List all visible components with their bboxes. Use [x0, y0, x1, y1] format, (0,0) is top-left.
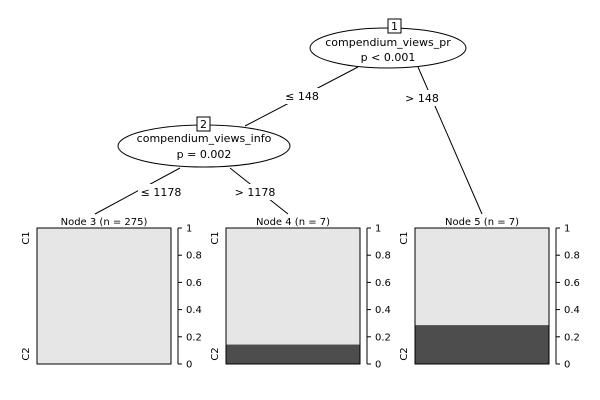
- node-variable-label: compendium_views_pr: [325, 36, 451, 49]
- bar-c1: [37, 228, 171, 364]
- y-tick-label: 0.8: [564, 251, 580, 262]
- tree-node-1: compendium_views_pr p < 0.001 1: [309, 18, 467, 69]
- class-label-c2: C2: [399, 347, 410, 360]
- edge-label-1-2: ≤ 148: [282, 88, 322, 104]
- y-tick-label: 0.6: [564, 278, 580, 289]
- edge-label-text: > 148: [405, 92, 439, 105]
- class-label-c1: C1: [21, 231, 32, 244]
- panel-title: Node 4 (n = 7): [256, 217, 330, 228]
- terminal-node-5: Node 5 (n = 7) 0 0.2 0.4 0.6 0.8 1 C1 C2: [399, 217, 580, 371]
- bar-c2: [226, 344, 360, 364]
- panel-frame: [225, 227, 361, 365]
- y-tick-label: 1: [564, 224, 570, 235]
- y-tick-label: 0.2: [375, 332, 391, 343]
- y-tick-label: 0.4: [186, 305, 202, 316]
- y-tick-label: 0: [375, 360, 381, 371]
- node-id-box: 2: [200, 118, 207, 131]
- edge-label-text: ≤ 1178: [141, 186, 182, 199]
- panel-title: Node 5 (n = 7): [445, 217, 519, 228]
- class-label-c1: C1: [210, 231, 221, 244]
- y-tick-label: 0.8: [375, 251, 391, 262]
- terminal-node-3: Node 3 (n = 275) 0 0.2 0.4 0.6 0.8 1 C1 C2: [21, 217, 202, 371]
- bar-c1: [415, 228, 549, 326]
- class-label-c1: C1: [399, 231, 410, 244]
- y-tick-label: 0.2: [564, 332, 580, 343]
- edge-2-3: [94, 167, 181, 215]
- tree-node-2: compendium_views_info p = 0.002 2: [117, 116, 291, 168]
- edge-1-5: [417, 66, 483, 215]
- node-id-box: 1: [391, 20, 398, 33]
- y-tick-label: 0.4: [564, 305, 580, 316]
- y-tick-label: 0: [564, 360, 570, 371]
- bar-c2: [415, 325, 549, 364]
- class-label-c2: C2: [21, 347, 32, 360]
- y-tick-label: 0.4: [375, 305, 391, 316]
- node-variable-label: compendium_views_info: [137, 132, 272, 145]
- y-tick-label: 0.8: [186, 251, 202, 262]
- y-tick-label: 0.2: [186, 332, 202, 343]
- y-tick-label: 1: [186, 224, 192, 235]
- edge-label-text: > 1178: [235, 186, 276, 199]
- y-tick-label: 0.6: [375, 278, 391, 289]
- edge-label-1-5: > 148: [402, 90, 442, 106]
- bar-c1: [226, 228, 360, 345]
- edge-label-2-4: > 1178: [232, 184, 278, 200]
- node-pvalue-label: p = 0.002: [177, 148, 232, 161]
- y-tick-label: 0: [186, 360, 192, 371]
- terminal-node-4: Node 4 (n = 7) 0 0.2 0.4 0.6 0.8 1 C1 C2: [210, 217, 391, 371]
- panel-frame: [36, 227, 172, 365]
- edge-label-text: ≤ 148: [285, 90, 319, 103]
- edge-label-2-3: ≤ 1178: [138, 184, 184, 200]
- y-tick-label: 0.6: [186, 278, 202, 289]
- panel-frame: [414, 227, 550, 365]
- class-label-c2: C2: [210, 347, 221, 360]
- y-tick-label: 1: [375, 224, 381, 235]
- panel-title: Node 3 (n = 275): [61, 217, 148, 228]
- node-pvalue-label: p < 0.001: [361, 51, 416, 64]
